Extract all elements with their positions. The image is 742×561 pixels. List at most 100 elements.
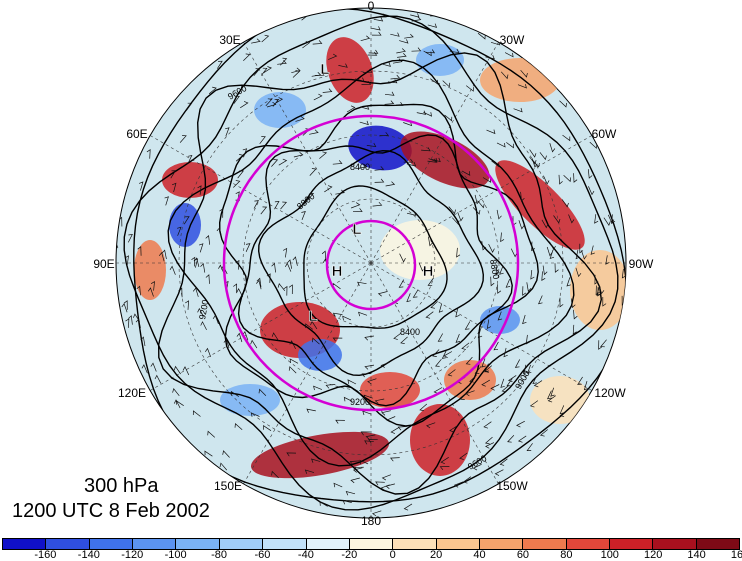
high-pressure-marker: H <box>423 263 434 280</box>
height-contour <box>123 15 619 511</box>
wind-barb <box>205 274 210 284</box>
wind-barb <box>474 366 482 374</box>
wind-barb <box>385 181 396 187</box>
wind-barb <box>448 206 456 215</box>
wind-barb <box>319 501 328 507</box>
wind-barb <box>525 334 530 345</box>
wind-barb <box>563 175 572 183</box>
wind-barb <box>559 100 567 108</box>
wind-barb <box>430 78 438 85</box>
wind-barb <box>526 364 532 374</box>
wind-barb <box>364 440 374 445</box>
wind-barb <box>504 52 514 58</box>
wind-barb <box>406 211 417 216</box>
wind-barb <box>547 395 557 403</box>
wind-barb <box>431 157 441 163</box>
wind-barb <box>440 457 449 465</box>
wind-barb <box>485 55 495 60</box>
anomaly-blob <box>444 360 496 400</box>
wind-barb <box>607 214 615 224</box>
wind-barb <box>170 170 177 179</box>
wind-barb <box>374 178 385 183</box>
wind-barb <box>237 170 245 179</box>
wind-barb <box>539 429 548 437</box>
wind-barb <box>526 282 532 292</box>
wind-barb <box>364 335 374 341</box>
anomaly-blob <box>169 203 201 247</box>
wind-barb <box>161 249 167 260</box>
wind-barb <box>423 50 432 57</box>
wind-barb <box>518 220 525 230</box>
wind-barb <box>271 470 279 479</box>
wind-barb <box>173 399 181 409</box>
wind-barb <box>550 387 555 397</box>
wind-barb <box>191 256 196 267</box>
wind-barb <box>362 68 373 73</box>
wind-barb <box>572 324 577 335</box>
height-contour <box>167 59 575 467</box>
colorbar-tick-label: 20 <box>429 549 443 561</box>
wind-barb <box>587 169 593 179</box>
wind-barb <box>347 379 357 385</box>
wind-barb <box>459 392 467 400</box>
wind-barb <box>541 271 546 281</box>
wind-barb <box>500 378 505 388</box>
wind-barb <box>427 23 438 28</box>
wind-barb <box>253 68 261 77</box>
wind-barb <box>469 375 477 383</box>
parallel-line <box>242 134 500 392</box>
wind-barb <box>472 463 482 471</box>
colorbar-swatch <box>3 539 47 549</box>
wind-barb <box>380 361 390 368</box>
wind-barb <box>542 265 548 276</box>
wind-barb <box>138 181 144 191</box>
wind-barb <box>428 236 433 247</box>
anomaly-blob <box>410 404 470 476</box>
wind-barb <box>258 388 267 397</box>
wind-barb <box>496 142 506 148</box>
wind-barb <box>549 249 555 259</box>
wind-barb <box>187 155 193 164</box>
colorbar-swatch <box>89 539 134 549</box>
wind-barb <box>366 142 377 148</box>
wind-barb <box>311 458 321 463</box>
colorbar-swatch <box>133 539 177 549</box>
wind-barb <box>530 270 535 280</box>
wind-barb <box>598 340 603 350</box>
wind-barb <box>449 425 458 433</box>
wind-barb <box>278 158 288 166</box>
wind-barb <box>589 141 598 149</box>
wind-barb <box>381 62 391 67</box>
wind-barb <box>596 286 601 296</box>
wind-barb <box>310 320 318 330</box>
wind-barb <box>200 321 207 331</box>
wind-barb <box>507 434 515 443</box>
wind-barb <box>425 49 436 54</box>
wind-barb <box>172 388 180 397</box>
wind-barb <box>603 217 611 226</box>
wind-barb <box>271 159 279 167</box>
wind-barb <box>400 336 408 345</box>
wind-barb <box>283 285 288 296</box>
wind-barb <box>486 319 492 330</box>
colorbar-tick-label: 80 <box>560 549 573 561</box>
wind-barb <box>546 246 553 257</box>
wind-barb <box>349 460 360 465</box>
wind-barb <box>559 297 564 308</box>
wind-barb <box>432 349 440 357</box>
wind-barb <box>419 403 428 412</box>
wind-barb <box>219 208 224 218</box>
wind-barb <box>506 142 514 149</box>
wind-barb <box>350 202 361 209</box>
wind-barb <box>178 287 183 298</box>
wind-barb <box>311 71 322 77</box>
wind-barb <box>263 425 272 431</box>
wind-barb <box>306 408 316 413</box>
wind-barb <box>197 185 202 195</box>
wind-barb <box>309 168 317 176</box>
wind-barb <box>433 387 443 394</box>
wind-barb <box>421 147 431 152</box>
anomaly-blob <box>495 160 585 250</box>
wind-barb <box>381 410 391 416</box>
